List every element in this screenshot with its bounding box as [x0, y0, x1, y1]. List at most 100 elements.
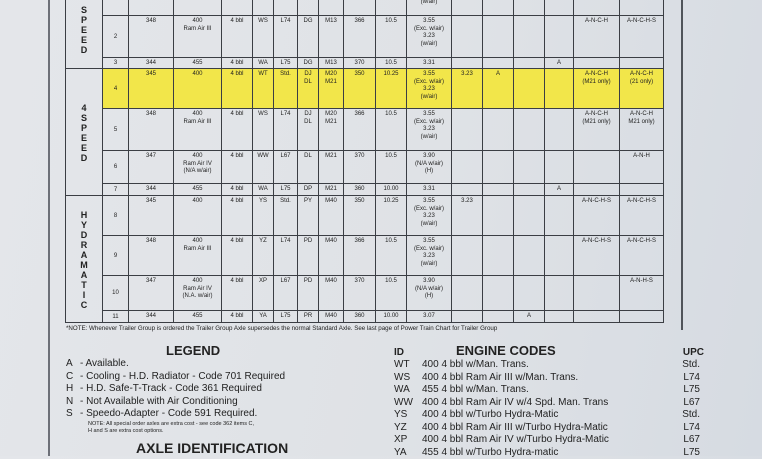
engine-desc: 400 4 bbl Ram Air IV w/4 Spd. Man. Trans — [422, 397, 608, 408]
table-cell: M13 — [319, 16, 344, 58]
table-cell — [545, 311, 574, 323]
engine-upc: Std. — [682, 359, 700, 370]
table-cell: 344 — [129, 184, 174, 196]
legend-item: C- Cooling - H.D. Radiator - Code 701 Re… — [66, 371, 296, 384]
table-cell: 360 — [344, 311, 376, 323]
table-cell: M40 — [319, 276, 344, 311]
table-cell: A-N-C-H (21 only) — [620, 69, 664, 109]
table-cell: 4 bbl — [222, 58, 253, 69]
legend-key: A — [66, 358, 80, 371]
table-cell: 3.55 (Exc. w/air) 3.23 (w/air) — [407, 16, 452, 58]
table-cell — [620, 0, 664, 16]
table-cell: A-N-H-S — [620, 276, 664, 311]
table-cell — [514, 276, 545, 311]
table-cell: 10.5 — [376, 109, 407, 151]
table-cell — [545, 69, 574, 109]
table-cell: 3.31 — [407, 184, 452, 196]
table-cell: A — [545, 184, 574, 196]
table-cell — [452, 109, 483, 151]
table-cell: WW — [253, 151, 274, 184]
table-cell — [174, 0, 222, 16]
legend-key: S — [66, 408, 80, 421]
engine-id: WW — [394, 397, 422, 408]
engine-upc: Std. — [682, 409, 700, 420]
table-cell: M21 — [319, 184, 344, 196]
engine-id: YZ — [394, 422, 422, 433]
table-cell: YZ — [253, 236, 274, 276]
group-label: 4 S P E E D — [66, 69, 103, 196]
table-cell: YA — [253, 311, 274, 323]
table-row: S P E E D3.23 (w/air) — [66, 0, 664, 16]
table-cell — [274, 0, 298, 16]
table-cell: 4 bbl — [222, 196, 253, 236]
table-cell: 3.31 — [407, 58, 452, 69]
table-cell — [514, 58, 545, 69]
table-cell: YS — [253, 196, 274, 236]
engine-desc: 400 4 bbl Ram Air IV w/Turbo Hydra-Matic — [422, 434, 609, 445]
table-cell: A-N-C-H-S — [620, 196, 664, 236]
legend-title: LEGEND — [166, 343, 296, 358]
table-cell — [574, 276, 620, 311]
table-cell — [545, 236, 574, 276]
table-cell: L75 — [274, 184, 298, 196]
table-cell: 370 — [344, 58, 376, 69]
table-cell: L75 — [274, 58, 298, 69]
table-cell — [514, 196, 545, 236]
row-number: 6 — [103, 151, 129, 184]
table-cell: L75 — [274, 311, 298, 323]
table-cell: DG — [298, 58, 319, 69]
table-cell — [483, 58, 514, 69]
table-cell: 345 — [129, 69, 174, 109]
row-number: 3 — [103, 58, 129, 69]
table-cell — [483, 109, 514, 151]
legend-text: - Cooling - H.D. Radiator - Code 701 Req… — [80, 371, 285, 382]
engine-codes-title: ENGINE CODES — [456, 343, 556, 358]
table-cell — [545, 16, 574, 58]
table-cell — [452, 236, 483, 276]
table-cell — [620, 58, 664, 69]
table-cell: A-N-C-H (M21 only) — [574, 69, 620, 109]
axle-identification-title: AXLE IDENTIFICATION — [136, 440, 296, 456]
table-cell — [514, 236, 545, 276]
table-cell — [545, 109, 574, 151]
table-cell — [620, 311, 664, 323]
engine-upc: L74 — [683, 372, 700, 383]
engine-id: WA — [394, 384, 422, 395]
table-cell: 10.5 — [376, 58, 407, 69]
table-cell: 3.55 (Exc. w/air) 3.23 (w/air) — [407, 196, 452, 236]
engine-upc: L75 — [683, 384, 700, 395]
legend-text: - Speedo-Adapter - Code 591 Required. — [80, 408, 257, 419]
table-cell: 400 Ram Air III — [174, 236, 222, 276]
table-cell — [574, 58, 620, 69]
table-cell: 344 — [129, 311, 174, 323]
table-cell: 10.5 — [376, 151, 407, 184]
table-cell — [514, 151, 545, 184]
table-cell — [514, 16, 545, 58]
table-cell: WA — [253, 58, 274, 69]
legend: LEGEND A- Available.C- Cooling - H.D. Ra… — [66, 343, 296, 456]
table-cell — [483, 151, 514, 184]
table-cell — [514, 109, 545, 151]
table-cell: DJ DL — [298, 69, 319, 109]
legend-key: N — [66, 396, 80, 409]
engine-id-header: ID — [394, 347, 404, 358]
table-cell: 344 — [129, 58, 174, 69]
table-cell — [483, 276, 514, 311]
table-cell — [620, 184, 664, 196]
table-cell — [483, 196, 514, 236]
engine-upc: L67 — [683, 434, 700, 445]
table-cell: M13 — [319, 58, 344, 69]
table-cell: 366 — [344, 16, 376, 58]
table-cell — [483, 0, 514, 16]
table-cell — [574, 311, 620, 323]
table-cell: 360 — [344, 184, 376, 196]
legend-text: - Not Available with Air Conditioning — [80, 396, 238, 407]
table-cell: 3.90 (N/A w/air) (H) — [407, 151, 452, 184]
